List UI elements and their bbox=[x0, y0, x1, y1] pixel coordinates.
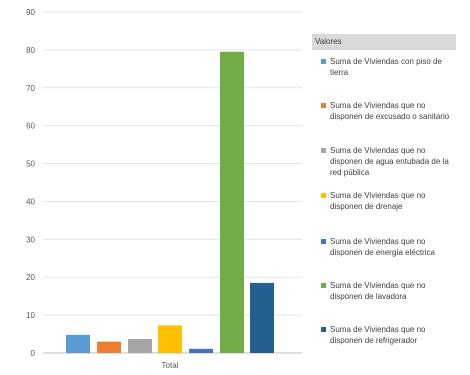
legend-swatch-gray bbox=[321, 148, 326, 153]
legend-label-line-2: disponen de lavadora bbox=[330, 292, 407, 301]
y-tick-label: 10 bbox=[26, 311, 35, 320]
legend-item-piso-de-tierra: Suma de Viviendas con piso de tierra bbox=[321, 56, 459, 78]
y-tick-label: 90 bbox=[26, 8, 35, 17]
legend-label: Suma de Viviendas que no disponen de agu… bbox=[330, 145, 456, 178]
legend-label: Suma de Viviendas que no disponen de exc… bbox=[330, 100, 456, 122]
y-tick-label: 70 bbox=[26, 84, 35, 93]
legend-item-lavadora: Suma de Viviendas que no disponen de lav… bbox=[321, 280, 459, 302]
legend-label: Suma de Viviendas que no disponen de lav… bbox=[330, 280, 456, 302]
legend-label: Suma de Viviendas con piso de tierra bbox=[330, 56, 456, 78]
bar bbox=[189, 348, 213, 353]
legend-label: Suma de Viviendas que no disponen de ref… bbox=[330, 324, 456, 346]
legend-label-line-1: Suma de Viviendas que no bbox=[330, 237, 426, 246]
legend-label-line-1: Suma de Viviendas que no bbox=[330, 146, 426, 155]
y-tick-label: 40 bbox=[26, 197, 35, 206]
legend-label-line-2: disponen de energía eléctrica bbox=[330, 248, 435, 257]
y-tick-label: 80 bbox=[26, 46, 35, 55]
legend-swatch-dark-blue bbox=[321, 239, 326, 244]
legend-label-line-2: disponen de refrigerador bbox=[330, 336, 418, 345]
legend-label-line-2: disponen de excusado o sanitario bbox=[330, 112, 450, 121]
legend-item-energia-electrica: Suma de Viviendas que no disponen de ene… bbox=[321, 236, 459, 258]
bar bbox=[97, 341, 121, 353]
legend-swatch-orange bbox=[321, 103, 326, 108]
y-tick-label: 0 bbox=[31, 349, 36, 358]
bar bbox=[128, 338, 152, 353]
x-tick-label: Total bbox=[162, 361, 179, 370]
legend-label-line-3: red pública bbox=[330, 168, 370, 177]
bar bbox=[250, 282, 274, 353]
legend-swatch-navy bbox=[321, 327, 326, 332]
legend-label-line-1: Suma de Viviendas que no bbox=[330, 191, 426, 200]
legend-label: Suma de Viviendas que no disponen de ene… bbox=[330, 236, 456, 258]
legend-item-refrigerador: Suma de Viviendas que no disponen de ref… bbox=[321, 324, 459, 346]
legend-label: Suma de Viviendas que no disponen de dre… bbox=[330, 190, 456, 212]
legend-title: Valores bbox=[312, 34, 456, 50]
legend-label-line-2: disponen de drenaje bbox=[330, 202, 403, 211]
bar bbox=[220, 51, 244, 354]
bar bbox=[158, 325, 182, 353]
y-tick-label: 20 bbox=[26, 273, 35, 282]
y-tick-label: 60 bbox=[26, 122, 35, 131]
legend: Valores Suma de Viviendas con piso de ti… bbox=[312, 34, 456, 350]
legend-item-excusado: Suma de Viviendas que no disponen de exc… bbox=[321, 100, 459, 122]
legend-label-line-2: disponen de agua entubada de la bbox=[330, 157, 449, 166]
legend-swatch-green bbox=[321, 283, 326, 288]
legend-label-line-1: Suma de Viviendas que no bbox=[330, 281, 426, 290]
y-tick-label: 50 bbox=[26, 160, 35, 169]
legend-label-line-1: Suma de Viviendas que no bbox=[330, 101, 426, 110]
legend-item-drenaje: Suma de Viviendas que no disponen de dre… bbox=[321, 190, 459, 212]
legend-swatch-blue bbox=[321, 59, 326, 64]
bar bbox=[66, 334, 90, 353]
y-tick-label: 30 bbox=[26, 235, 35, 244]
legend-label-line-1: Suma de Viviendas con piso de bbox=[330, 57, 442, 66]
legend-item-agua-entubada: Suma de Viviendas que no disponen de agu… bbox=[321, 145, 459, 178]
legend-label-line-2: tierra bbox=[330, 68, 349, 77]
legend-swatch-yellow bbox=[321, 193, 326, 198]
legend-label-line-1: Suma de Viviendas que no bbox=[330, 325, 426, 334]
